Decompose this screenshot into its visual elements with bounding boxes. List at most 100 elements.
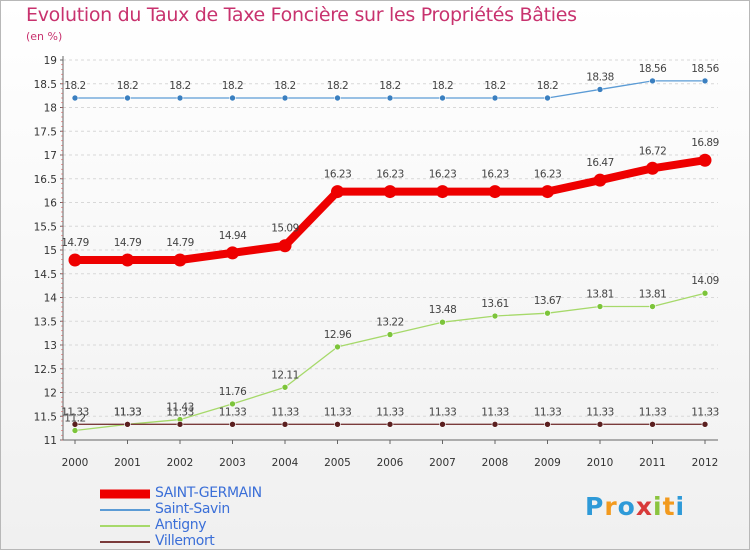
logo-letter: x (635, 492, 653, 521)
data-point (124, 421, 131, 428)
data-point (386, 421, 394, 428)
x-tick-label: 2009 (534, 457, 561, 469)
data-point (68, 253, 82, 267)
data-point (176, 94, 184, 102)
y-tick-label: 16 (44, 198, 58, 210)
legend-swatch-villemort (100, 541, 150, 543)
data-label: 13.61 (481, 298, 509, 310)
legend-item-saint-savin: Saint-Savin (100, 501, 340, 518)
data-point (71, 427, 79, 434)
x-tick-label: 2006 (377, 457, 404, 469)
data-label: 12.11 (271, 369, 299, 381)
data-label: 16.89 (691, 137, 719, 149)
data-point (278, 239, 292, 253)
data-point (436, 185, 449, 199)
logo-letter: i (653, 492, 663, 521)
y-tick-label: 14.5 (34, 269, 57, 281)
legend-item-antigny: Antigny (100, 517, 340, 534)
data-point (596, 421, 604, 428)
data-label: 18.56 (639, 63, 667, 75)
data-label: 16.47 (586, 157, 614, 169)
legend-label-villemort: Villemort (155, 533, 215, 549)
data-point (649, 421, 656, 428)
data-point (176, 421, 184, 428)
y-tick-label: 15 (44, 245, 57, 257)
data-label: 13.81 (586, 289, 614, 301)
data-label: 14.09 (691, 275, 719, 287)
data-label: 11.33 (271, 406, 299, 418)
data-point (334, 94, 341, 102)
y-tick-label: 17.5 (34, 126, 57, 138)
x-tick-label: 2005 (324, 457, 351, 469)
data-label: 11.33 (324, 406, 352, 418)
data-point (701, 421, 709, 428)
data-label: 13.22 (376, 317, 404, 329)
logo-letter: i (675, 492, 686, 521)
x-tick-label: 2003 (219, 457, 246, 469)
data-label: 16.23 (376, 169, 404, 181)
data-label: 18.2 (327, 80, 348, 92)
data-label: 11.33 (376, 406, 404, 418)
data-point (173, 253, 187, 267)
data-point (649, 303, 656, 310)
data-label: 13.48 (429, 304, 457, 316)
data-point (281, 421, 289, 428)
logo-letter: r (604, 492, 618, 521)
data-label: 18.2 (274, 80, 295, 92)
data-label: 15.09 (271, 223, 299, 235)
y-tick-label: 14 (44, 293, 58, 305)
data-label: 11.33 (534, 406, 562, 418)
data-label: 18.2 (117, 80, 138, 92)
data-label: 11.33 (114, 406, 142, 418)
data-point (439, 94, 446, 102)
data-label: 18.2 (484, 80, 505, 92)
data-point (701, 77, 709, 85)
legend-swatch-saint-savin (100, 509, 150, 511)
data-point (491, 421, 499, 428)
data-label: 18.2 (222, 80, 243, 92)
y-tick-label: 13 (44, 340, 57, 352)
data-point (331, 185, 344, 199)
data-point (596, 303, 604, 310)
data-point (701, 289, 709, 297)
data-label: 18.2 (379, 80, 400, 92)
data-label: 16.23 (429, 169, 457, 181)
data-label: 12.96 (324, 329, 352, 341)
data-point (439, 318, 446, 326)
data-point (488, 185, 502, 199)
data-label: 16.72 (639, 145, 667, 157)
legend: SAINT-GERMAIN Saint-Savin Antigny Villem… (100, 485, 340, 550)
data-point (71, 421, 79, 428)
data-point (649, 77, 656, 85)
data-point (386, 94, 394, 102)
data-point (698, 153, 712, 167)
data-point (334, 343, 341, 351)
data-label: 11.33 (429, 406, 457, 418)
legend-label-antigny: Antigny (155, 517, 207, 533)
y-tick-label: 16.5 (34, 174, 57, 186)
x-tick-label: 2007 (429, 457, 456, 469)
data-point (491, 312, 499, 320)
data-label: 18.56 (691, 63, 719, 75)
legend-swatch-saint-germain (100, 489, 150, 499)
data-label: 11.76 (219, 386, 247, 398)
data-point (383, 185, 397, 199)
y-tick-label: 18 (44, 103, 57, 115)
data-point (386, 331, 394, 338)
legend-swatch-antigny (100, 525, 150, 527)
data-label: 11.33 (586, 406, 614, 418)
data-point (229, 94, 236, 102)
data-point (439, 421, 446, 428)
y-tick-label: 18.5 (34, 79, 57, 91)
data-label: 14.94 (219, 230, 247, 242)
legend-label-saint-germain: SAINT-GERMAIN (155, 485, 262, 501)
y-tick-label: 19 (44, 55, 57, 67)
data-point (491, 94, 499, 102)
legend-item-saint-germain: SAINT-GERMAIN (100, 485, 340, 502)
data-label: 11.33 (219, 406, 247, 418)
proxiti-logo: Proxiti (585, 492, 685, 521)
data-label: 18.2 (432, 80, 453, 92)
data-label: 14.79 (166, 237, 194, 249)
data-point (544, 94, 551, 102)
